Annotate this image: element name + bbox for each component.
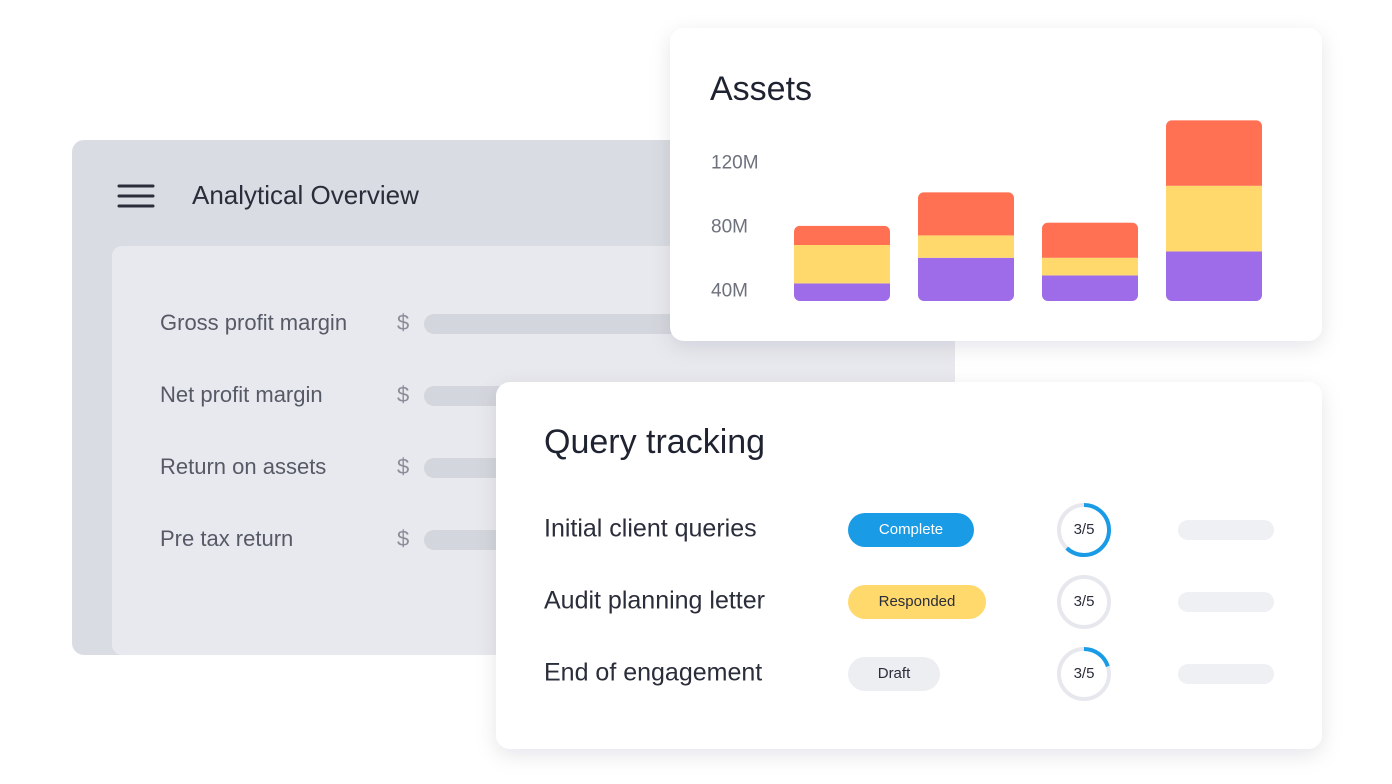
overview-title: Analytical Overview: [192, 180, 419, 210]
progress-label: 3/5: [1074, 593, 1095, 610]
chart-title: Assets: [710, 70, 812, 108]
status-label: Complete: [879, 521, 943, 538]
menu-icon[interactable]: [117, 184, 155, 208]
status-pill: [848, 513, 974, 547]
bar-segment: [918, 235, 1014, 258]
status-pill: [848, 657, 940, 691]
bar-segment: [1166, 185, 1262, 252]
bar-segment: [794, 245, 890, 284]
status-pill: [848, 585, 986, 619]
progress-label: 3/5: [1074, 521, 1095, 538]
bar-segment: [1042, 257, 1138, 276]
progress-label: 3/5: [1074, 665, 1095, 682]
y-tick-label: 40M: [711, 280, 748, 301]
bar-stack: [794, 225, 890, 301]
status-label: Draft: [878, 665, 911, 682]
row-placeholder: [1178, 592, 1274, 612]
bar-stack: [918, 192, 1014, 301]
metric-currency: $: [397, 382, 409, 407]
bar-stack: [1166, 120, 1262, 301]
query-label: Initial client queries: [544, 515, 757, 543]
metric-label: Return on assets: [160, 454, 326, 479]
y-tick-label: 120M: [711, 152, 759, 173]
y-tick-label: 80M: [711, 216, 748, 237]
metric-label: Net profit margin: [160, 382, 323, 407]
metric-currency: $: [397, 310, 409, 335]
bar-segment: [794, 283, 890, 301]
bar-segment: [1042, 275, 1138, 301]
bar-segment: [1166, 251, 1262, 301]
metric-currency: $: [397, 454, 409, 479]
metric-label: Pre tax return: [160, 526, 293, 551]
row-placeholder: [1178, 664, 1274, 684]
progress-arc: [1057, 647, 1111, 701]
query-card: [496, 382, 1322, 749]
query-label: End of engagement: [544, 659, 762, 687]
query-label: Audit planning letter: [544, 587, 765, 615]
bar-segment: [918, 192, 1014, 236]
bar-segment: [1166, 120, 1262, 186]
bar-segment: [794, 225, 890, 245]
bar-segment: [1042, 222, 1138, 258]
progress-ring: [1057, 575, 1111, 629]
row-placeholder: [1178, 520, 1274, 540]
metric-currency: $: [397, 526, 409, 551]
bar-segment: [918, 257, 1014, 301]
metric-label: Gross profit margin: [160, 310, 347, 335]
progress-arc: [1057, 503, 1111, 557]
query-title: Query tracking: [544, 423, 765, 461]
bar-stack: [1042, 222, 1138, 301]
status-label: Responded: [879, 593, 956, 610]
